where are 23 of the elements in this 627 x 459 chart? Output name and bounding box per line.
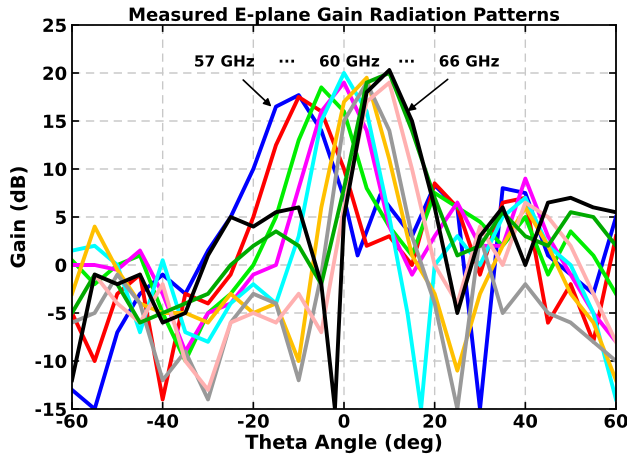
y-axis-title: Gain (dB) <box>10 167 28 268</box>
y-tick-label: -5 <box>48 306 66 320</box>
annotation: ··· <box>280 60 294 63</box>
x-tick-label: 40 <box>514 414 538 428</box>
annotation: 66 GHz <box>440 55 499 67</box>
x-tick-label: 20 <box>424 414 446 428</box>
x-tick-label: -40 <box>147 414 178 428</box>
x-tick-label: -20 <box>238 414 269 428</box>
chart-title: Measured E-plane Gain Radiation Patterns <box>130 7 560 25</box>
y-tick-label: 15 <box>44 114 66 128</box>
y-tick-label: -15 <box>36 402 66 416</box>
annotation: 57 GHz <box>195 55 254 67</box>
x-tick-label: 0 <box>338 414 350 428</box>
y-tick-label: 5 <box>56 210 66 224</box>
y-tick-label: 20 <box>43 66 66 80</box>
annotation: 60 GHz <box>320 55 380 67</box>
x-tick-label: -60 <box>56 414 88 428</box>
y-tick-label: 10 <box>44 162 66 176</box>
annotation: ··· <box>399 60 414 63</box>
y-tick-label: 25 <box>43 18 66 32</box>
y-tick-label: -10 <box>36 354 66 368</box>
y-tick-label: 0 <box>55 258 66 272</box>
x-axis-title: Theta Angle (deg) <box>245 434 442 454</box>
